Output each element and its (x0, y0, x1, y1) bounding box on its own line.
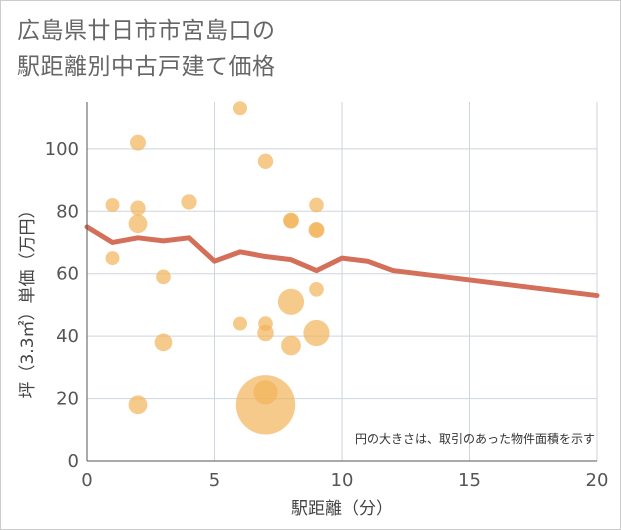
bubble-point (309, 281, 324, 297)
x-tick-label: 0 (81, 470, 92, 491)
bubble-series (105, 101, 330, 435)
x-tick-label: 5 (209, 470, 220, 491)
axes: 0 5 10 15 20 0 20 40 60 80 100 (45, 102, 609, 491)
chart-title: 広島県廿日市市宮島口の 駅距離別中古戸建て価格 (17, 13, 437, 85)
x-tick-label: 20 (586, 470, 609, 491)
y-tick-label: 60 (56, 264, 79, 285)
bubble-point (156, 269, 171, 285)
bubble-point (233, 101, 247, 116)
bubble-point (281, 335, 301, 356)
bubble-point (105, 198, 120, 213)
bubble-point (105, 251, 120, 266)
bubble-point (154, 333, 173, 352)
y-tick-label: 0 (68, 451, 79, 472)
y-tick-label: 40 (56, 326, 79, 347)
bubble-point (235, 375, 296, 435)
chart-title-line1: 広島県廿日市市宮島口の (17, 18, 276, 44)
x-axis-title: 駅距離（分） (291, 499, 393, 519)
bubble-point (283, 213, 299, 228)
bubble-point (233, 316, 247, 331)
bubble-point (181, 194, 197, 210)
bubble-point (257, 324, 274, 342)
bubble-point (130, 200, 146, 216)
bubble-point (277, 288, 305, 315)
bubble-point (128, 214, 148, 234)
chart-title-line2: 駅距離別中古戸建て価格 (17, 54, 276, 80)
y-tick-label: 100 (45, 139, 79, 160)
bubble-point (130, 134, 146, 151)
bubble-point (309, 197, 324, 213)
bubble-point (309, 222, 324, 238)
bubble-point (128, 395, 148, 415)
trend-series (84, 224, 600, 299)
x-tick-label: 10 (331, 470, 354, 491)
y-tick-label: 80 (56, 201, 79, 222)
trend-line (84, 224, 600, 299)
y-tick-label: 20 (56, 389, 79, 410)
bubble-point (303, 319, 330, 347)
size-note: 円の大きさは、取引のあった物件面積を示す (355, 431, 595, 446)
x-tick-label: 15 (458, 470, 481, 491)
y-axis-title: 坪（3.3㎡）単価（万円） (18, 201, 38, 398)
bubble-point (257, 153, 274, 169)
